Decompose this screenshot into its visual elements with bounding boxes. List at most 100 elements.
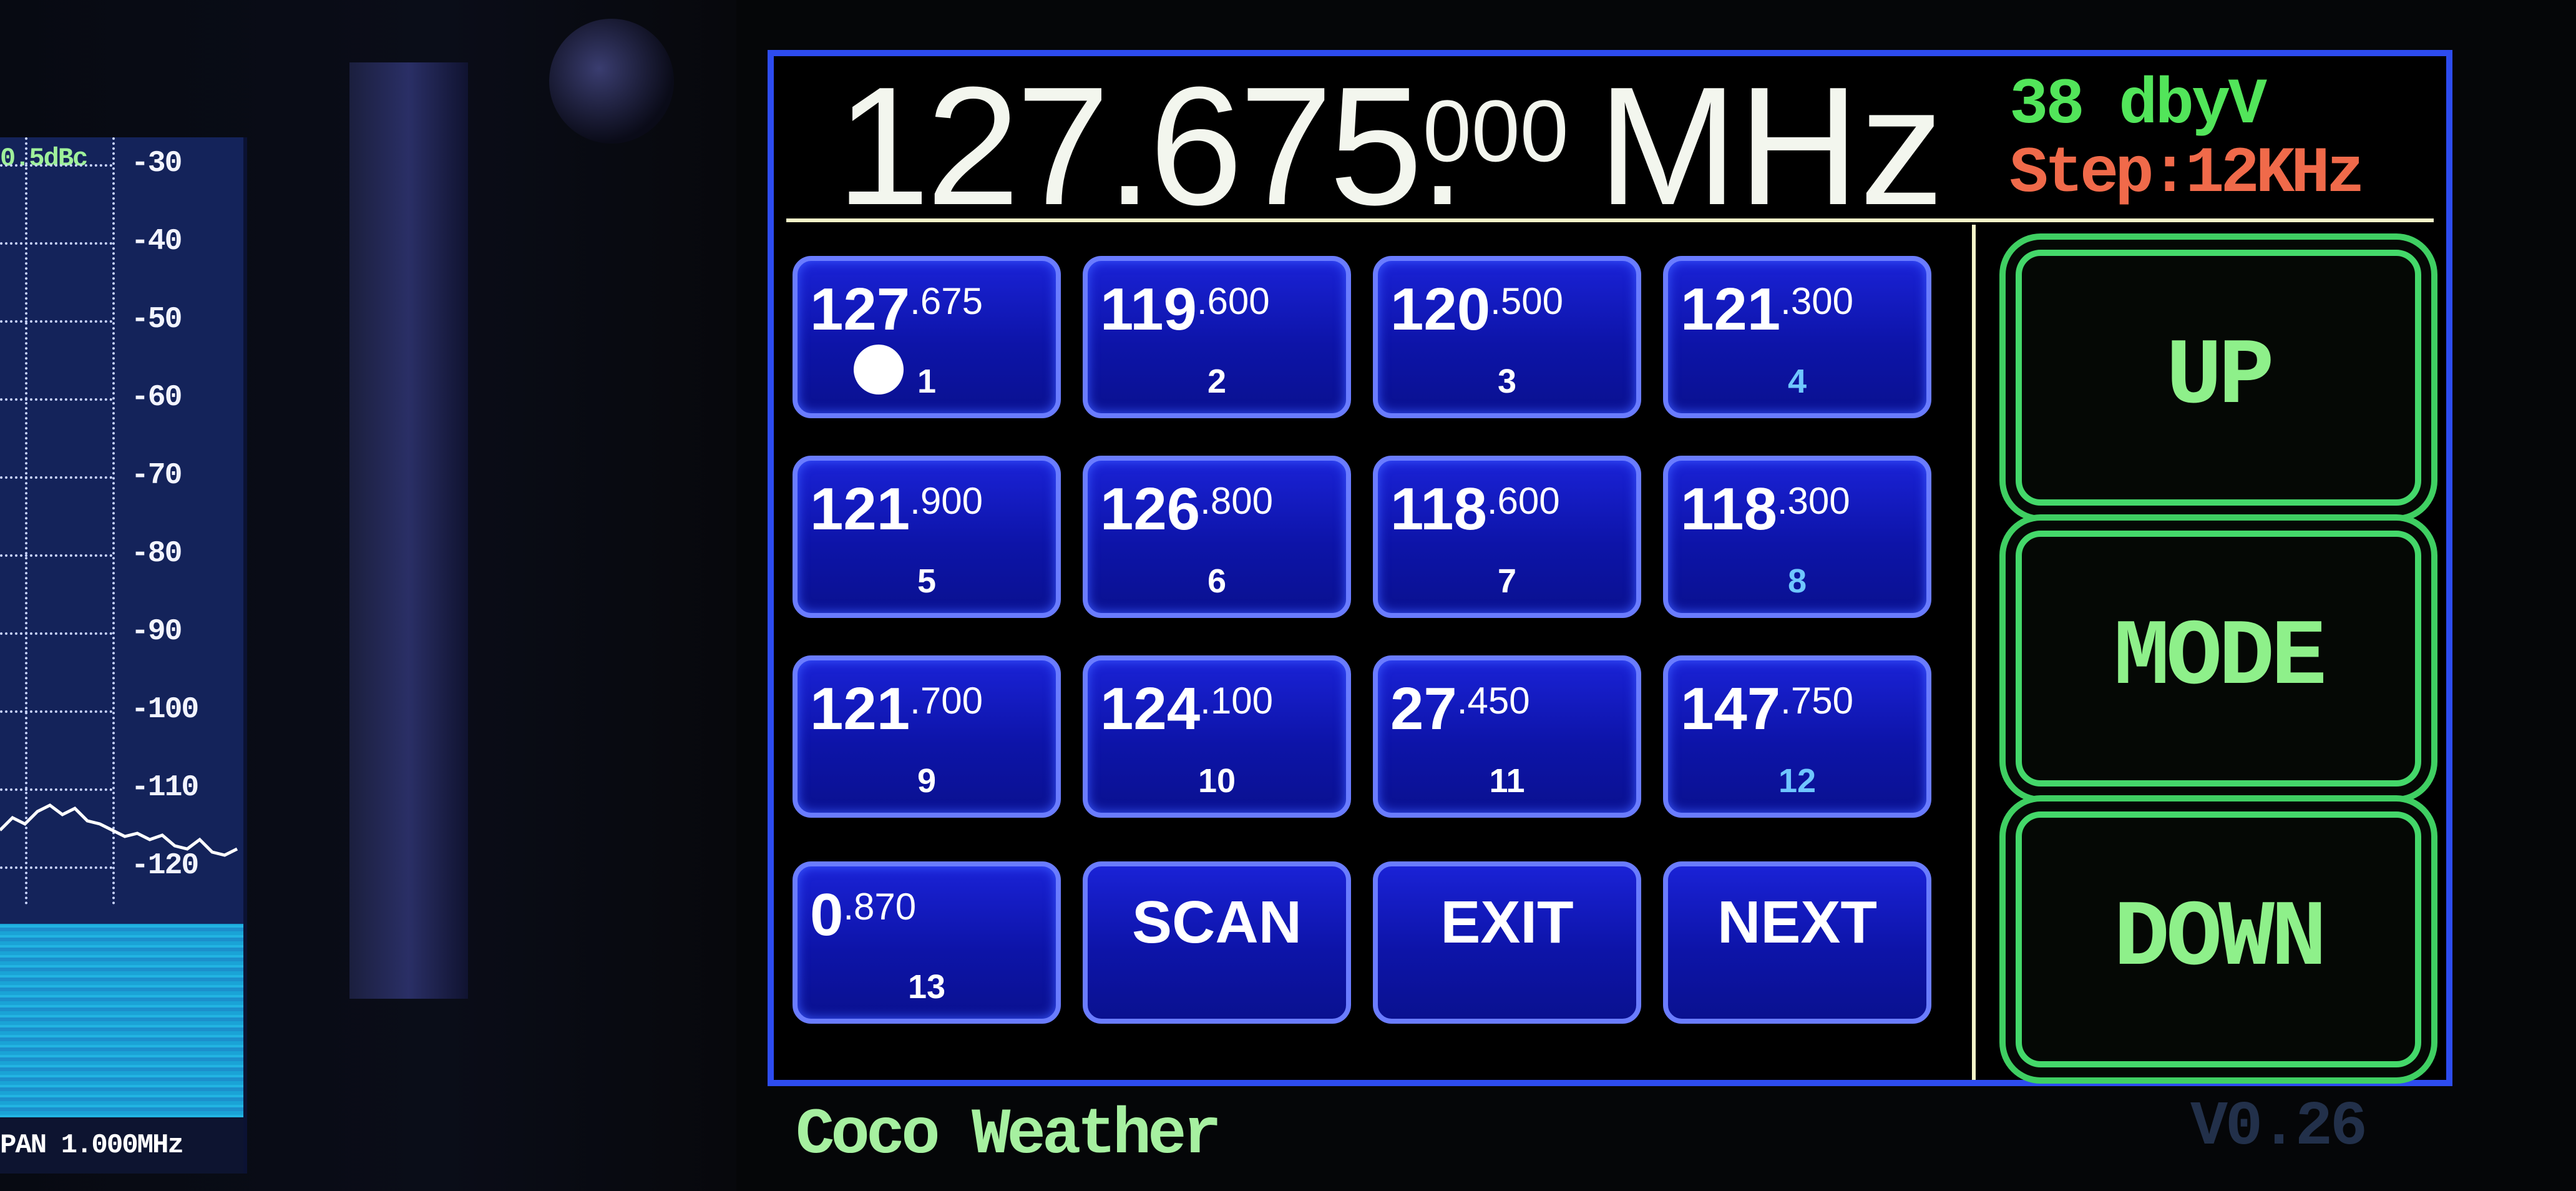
grid-line <box>0 164 112 167</box>
grid-line <box>0 242 112 245</box>
grid-line <box>25 137 27 905</box>
preset-freq-int: 27 <box>1390 675 1457 742</box>
preset-freq-int: 118 <box>1390 476 1487 542</box>
preset-freq-int: 121 <box>810 675 910 742</box>
db-scale-label: -50 <box>131 303 182 336</box>
frequency-unit: MHz <box>1598 52 1944 240</box>
grid-line <box>0 710 112 713</box>
preset-freq-int: 119 <box>1100 276 1197 343</box>
frequency-display: 127.675. <box>836 52 1466 240</box>
preset-freq-int: 118 <box>1681 476 1777 542</box>
signal-level-readout: 38 dbyV <box>2009 69 2267 142</box>
preset-number: 11 <box>1489 762 1525 800</box>
station-status: Coco Weather <box>796 1099 1222 1172</box>
frequency-sub-digits: 000 <box>1423 82 1569 180</box>
db-scale-label: -60 <box>131 381 182 414</box>
firmware-version: V0.26 <box>2190 1092 2368 1163</box>
grid-line <box>0 476 112 479</box>
preset-number: 4 <box>1787 363 1807 400</box>
down-button[interactable]: DOWN <box>2016 811 2421 1067</box>
preset-number: 5 <box>917 562 937 600</box>
preset-freq-dec: .500 <box>1490 280 1563 322</box>
panel-divider <box>1972 225 1976 1080</box>
up-button[interactable]: UP <box>2016 250 2421 506</box>
preset-freq-dec: .300 <box>1777 480 1850 522</box>
preset-number: 7 <box>1497 562 1517 600</box>
preset-freq-dec: .750 <box>1780 680 1853 722</box>
tuning-knob[interactable] <box>549 19 674 144</box>
device-frame <box>349 62 468 999</box>
preset-number: 6 <box>1207 562 1227 600</box>
preset-number: 9 <box>917 762 937 800</box>
preset-freq-int: 121 <box>1681 276 1781 343</box>
preset-number: 2 <box>1207 363 1227 400</box>
preset-button-7[interactable]: 118.600 7 <box>1373 456 1641 618</box>
preset-button-6[interactable]: 126.800 6 <box>1083 456 1351 618</box>
preset-button-8[interactable]: 118.300 8 <box>1663 456 1931 618</box>
preset-freq-dec: .300 <box>1780 280 1853 322</box>
preset-freq-int: 124 <box>1100 675 1201 742</box>
preset-button-2[interactable]: 119.600 2 <box>1083 256 1351 418</box>
next-button[interactable]: NEXT <box>1663 861 1931 1024</box>
db-scale-label: -110 <box>131 771 199 805</box>
db-scale-label: -40 <box>131 225 182 258</box>
preset-freq-int: 127 <box>810 276 910 343</box>
main-touch-screen: 127.675. 000 MHz 38 dbyV Step:12KHz 127.… <box>768 50 2452 1086</box>
preset-freq-dec: .100 <box>1200 680 1273 722</box>
rbw-label: 0.5dBc <box>0 144 88 174</box>
preset-number: 13 <box>907 968 946 1006</box>
preset-freq-dec: .700 <box>910 680 983 722</box>
preset-number: 1 <box>917 363 937 400</box>
db-scale-label: -100 <box>131 693 199 727</box>
db-scale-label: -80 <box>131 537 182 571</box>
preset-freq-dec: .800 <box>1200 480 1273 522</box>
preset-number: 3 <box>1497 363 1517 400</box>
preset-freq-dec: .900 <box>910 480 983 522</box>
frequency-bar: 127.675. 000 MHz 38 dbyV Step:12KHz <box>786 52 2434 240</box>
down-button-label: DOWN <box>2113 886 2327 992</box>
preset-button-5[interactable]: 121.900 5 <box>793 456 1061 618</box>
preset-freq-int: 120 <box>1390 276 1491 343</box>
preset-button-9[interactable]: 121.700 9 <box>793 655 1061 818</box>
preset-button-3[interactable]: 120.500 3 <box>1373 256 1641 418</box>
preset-number: 8 <box>1787 562 1807 600</box>
mode-button-label: MODE <box>2113 605 2327 712</box>
grid-line <box>0 866 112 869</box>
mode-button[interactable]: MODE <box>2016 531 2421 787</box>
scan-button[interactable]: SCAN <box>1083 861 1351 1024</box>
grid-line <box>0 632 112 635</box>
preset-freq-int: 126 <box>1100 476 1201 542</box>
db-scale-label: -70 <box>131 459 182 493</box>
preset-button-4[interactable]: 121.300 4 <box>1663 256 1931 418</box>
preset-number: 10 <box>1198 762 1236 800</box>
preset-freq-dec: .675 <box>910 280 983 322</box>
preset-freq-dec: .600 <box>1196 280 1270 322</box>
grid-line <box>0 554 112 557</box>
preset-button-10[interactable]: 124.100 10 <box>1083 655 1351 818</box>
preset-freq-int: 121 <box>810 476 910 542</box>
exit-button[interactable]: EXIT <box>1373 861 1641 1024</box>
grid-line <box>112 137 115 905</box>
db-scale-label: -90 <box>131 615 182 649</box>
span-label: PAN 1.000MHz <box>0 1117 243 1174</box>
preset-freq-int: 147 <box>1681 675 1781 742</box>
preset-button-11[interactable]: 27.450 11 <box>1373 655 1641 818</box>
up-button-label: UP <box>2165 325 2275 431</box>
db-scale-label: -30 <box>131 147 182 180</box>
db-scale-label: -120 <box>131 849 199 883</box>
preset-freq-int: 0 <box>810 881 844 948</box>
preset-button-1[interactable]: 127.675 1 <box>793 256 1061 418</box>
spectrum-trace <box>0 803 238 857</box>
preset-number: 12 <box>1778 762 1817 800</box>
preset-freq-dec: .870 <box>843 886 917 928</box>
grid-line <box>0 320 112 323</box>
step-readout: Step:12KHz <box>2009 137 2365 211</box>
preset-freq-dec: .600 <box>1486 480 1560 522</box>
grid-line <box>0 788 112 791</box>
active-channel-indicator <box>854 345 904 395</box>
spectrum-device: 0.5dBc -30 -40 -50 -60 -70 -80 -90 -100 -110 -120… <box>0 0 736 1191</box>
spectrum-screen: 0.5dBc -30 -40 -50 -60 -70 -80 -90 -100 -110 -120… <box>0 137 247 1174</box>
grid-line <box>0 398 112 401</box>
preset-button-13[interactable]: 0.870 13 <box>793 861 1061 1024</box>
preset-button-12[interactable]: 147.750 12 <box>1663 655 1931 818</box>
